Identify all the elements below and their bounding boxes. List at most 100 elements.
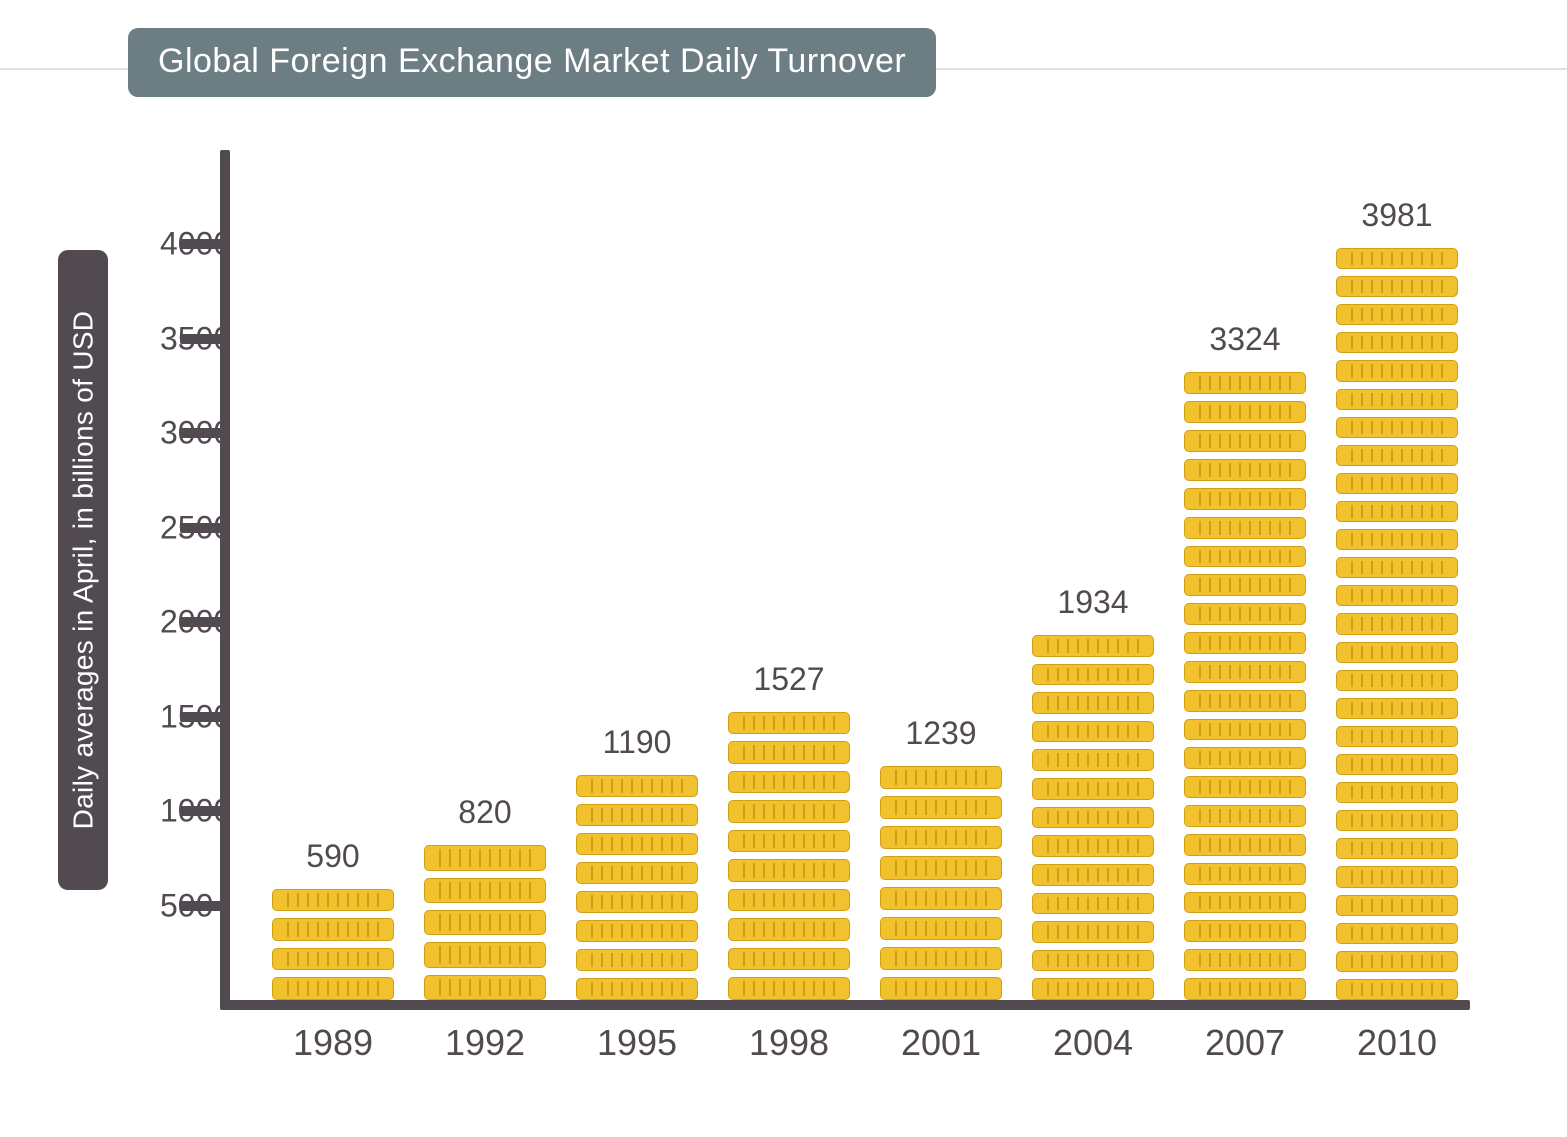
x-tick-label: 2004: [1053, 1022, 1133, 1064]
coin-icon: [424, 878, 546, 903]
coin-icon: [1032, 893, 1154, 915]
coin-icon: [728, 977, 850, 1000]
coin-icon: [1184, 574, 1306, 596]
coin-icon: [728, 948, 850, 971]
coin-icon: [1336, 417, 1458, 438]
x-axis: [220, 1000, 1470, 1010]
coin-icon: [1184, 776, 1306, 798]
coin-icon: [728, 889, 850, 912]
coin-icon: [1336, 248, 1458, 269]
coin-icon: [728, 741, 850, 764]
bar-value-label: 820: [458, 794, 511, 831]
coin-icon: [1184, 459, 1306, 481]
coin-icon: [1184, 805, 1306, 827]
coin-icon: [576, 891, 698, 913]
x-tick-label: 2010: [1357, 1022, 1437, 1064]
x-tick-label: 1989: [293, 1022, 373, 1064]
coin-icon: [1336, 389, 1458, 410]
coin-icon: [1336, 360, 1458, 381]
coin-icon: [576, 978, 698, 1000]
coin-icon: [272, 948, 394, 971]
coin-icon: [1184, 517, 1306, 539]
coin-icon: [1336, 726, 1458, 747]
bar-value-label: 1239: [905, 715, 976, 752]
coin-icon: [1336, 923, 1458, 944]
coin-icon: [1032, 950, 1154, 972]
coin-icon: [1184, 401, 1306, 423]
coin-icon: [272, 889, 394, 912]
coin-icon: [1336, 585, 1458, 606]
coin-icon: [576, 833, 698, 855]
bar-value-label: 1190: [603, 724, 672, 761]
coin-stack: [272, 889, 394, 1000]
coin-icon: [1184, 863, 1306, 885]
coin-icon: [1336, 557, 1458, 578]
coin-icon: [728, 712, 850, 735]
coin-icon: [1032, 835, 1154, 857]
coin-icon: [424, 942, 546, 967]
coin-icon: [1336, 866, 1458, 887]
coin-icon: [1032, 664, 1154, 686]
x-tick-label: 2007: [1205, 1022, 1285, 1064]
coin-icon: [728, 771, 850, 794]
coin-icon: [1336, 895, 1458, 916]
bar-value-label: 1934: [1057, 584, 1128, 621]
coin-icon: [1032, 721, 1154, 743]
bars-container: 5901989820199211901995152719981239200119…: [230, 150, 1470, 1000]
coin-icon: [880, 917, 1002, 940]
coin-icon: [1032, 635, 1154, 657]
coin-icon: [1336, 782, 1458, 803]
coin-icon: [1032, 749, 1154, 771]
coin-icon: [1032, 692, 1154, 714]
coin-icon: [1184, 690, 1306, 712]
coin-icon: [1184, 834, 1306, 856]
coin-stack: [1032, 635, 1154, 1000]
chart-title: Global Foreign Exchange Market Daily Tur…: [128, 28, 936, 97]
coin-icon: [272, 918, 394, 941]
coin-icon: [576, 862, 698, 884]
coin-icon: [1184, 546, 1306, 568]
coin-icon: [1336, 304, 1458, 325]
coin-icon: [1336, 501, 1458, 522]
coin-icon: [728, 800, 850, 823]
coin-icon: [1032, 978, 1154, 1000]
coin-stack: [728, 712, 850, 1000]
bar-value-label: 1527: [753, 661, 824, 698]
coin-icon: [576, 949, 698, 971]
coin-icon: [1032, 807, 1154, 829]
coin-icon: [1184, 920, 1306, 942]
coin-icon: [728, 830, 850, 853]
coin-icon: [1336, 838, 1458, 859]
coin-icon: [880, 887, 1002, 910]
coin-icon: [576, 775, 698, 797]
coin-icon: [1336, 698, 1458, 719]
coin-icon: [424, 975, 546, 1000]
coin-icon: [880, 977, 1002, 1000]
coin-stack: [880, 766, 1002, 1000]
coin-icon: [576, 804, 698, 826]
coin-icon: [576, 920, 698, 942]
coin-icon: [1184, 372, 1306, 394]
y-axis-label-container: Daily averages in April, in billions of …: [58, 250, 108, 890]
x-tick-label: 2001: [901, 1022, 981, 1064]
coin-icon: [1184, 430, 1306, 452]
coin-icon: [1336, 473, 1458, 494]
coin-icon: [880, 947, 1002, 970]
coin-icon: [1336, 810, 1458, 831]
coin-icon: [1336, 529, 1458, 550]
coin-icon: [880, 796, 1002, 819]
coin-icon: [1336, 332, 1458, 353]
coin-icon: [880, 766, 1002, 789]
coin-icon: [1184, 949, 1306, 971]
coin-icon: [1184, 978, 1306, 1000]
coin-icon: [272, 977, 394, 1000]
coin-icon: [1336, 445, 1458, 466]
coin-icon: [1336, 979, 1458, 1000]
bar-value-label: 590: [306, 838, 359, 875]
coin-icon: [1032, 778, 1154, 800]
coin-icon: [1184, 488, 1306, 510]
coin-icon: [1032, 864, 1154, 886]
coin-icon: [1184, 661, 1306, 683]
coin-stack: [1184, 372, 1306, 1000]
bar-value-label: 3324: [1209, 321, 1280, 358]
